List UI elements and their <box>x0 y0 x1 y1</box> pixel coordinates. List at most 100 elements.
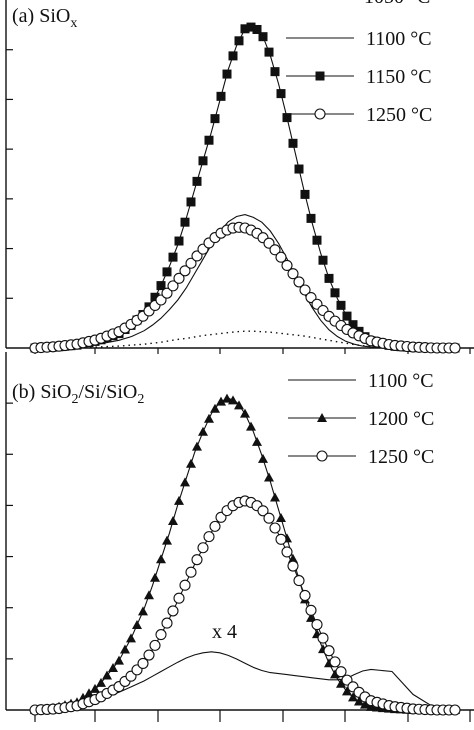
data-point <box>155 294 167 306</box>
panel-a: (a) SiOx 1050 °C 1100 °C 1150 °C 1250 °C <box>5 0 474 354</box>
data-point <box>246 421 256 431</box>
data-point <box>276 89 286 99</box>
panel-a-label: (a) SiOx <box>12 5 77 31</box>
data-point <box>132 619 142 629</box>
data-point <box>167 605 179 617</box>
data-point <box>114 655 124 665</box>
data-point <box>228 395 238 405</box>
data-point <box>162 535 172 545</box>
legend-label-1250: 1250 °C <box>368 446 434 468</box>
data-point <box>360 699 370 709</box>
data-point <box>329 656 341 668</box>
annotation-x4: x 4 <box>212 621 237 643</box>
data-point <box>191 554 203 566</box>
data-point <box>156 554 166 564</box>
data-point <box>305 604 317 616</box>
data-point <box>276 512 286 522</box>
data-point <box>449 342 461 354</box>
data-point <box>216 396 226 406</box>
data-point <box>252 436 262 446</box>
data-point <box>288 138 298 148</box>
data-point <box>240 24 250 34</box>
legend-marker <box>315 71 325 81</box>
data-point <box>234 36 244 46</box>
data-point <box>179 579 191 591</box>
legend-marker <box>317 413 327 422</box>
data-point <box>192 441 202 451</box>
series-line-1250 <box>34 500 455 711</box>
data-point <box>299 589 311 602</box>
panel-b-label-part: (b) SiO <box>12 381 71 403</box>
data-point <box>335 666 347 678</box>
data-point <box>336 300 346 310</box>
data-point <box>191 250 203 262</box>
data-point <box>336 678 346 688</box>
data-point <box>324 273 334 283</box>
legend-label-1050: 1050 °C <box>364 0 430 8</box>
data-point <box>161 617 173 629</box>
data-point <box>222 69 232 79</box>
data-point <box>228 51 238 61</box>
data-point <box>287 268 299 280</box>
data-point <box>293 276 305 288</box>
data-point <box>198 426 208 436</box>
data-point <box>323 645 335 657</box>
data-point <box>240 408 250 418</box>
data-point <box>168 252 178 262</box>
data-point <box>222 393 232 403</box>
data-point <box>209 520 221 532</box>
data-point <box>204 135 214 145</box>
data-point <box>252 24 262 34</box>
data-point <box>167 280 179 292</box>
data-point <box>293 575 305 587</box>
data-point <box>179 265 191 277</box>
data-point <box>299 284 311 296</box>
data-point <box>246 22 256 32</box>
data-point <box>186 197 196 207</box>
panel-b-label-part: /Si/SiO <box>78 381 137 403</box>
data-point <box>173 272 185 284</box>
data-point <box>306 612 316 622</box>
data-point <box>102 670 112 680</box>
data-point <box>210 114 220 124</box>
legend-marker <box>316 450 328 462</box>
data-point <box>258 32 268 42</box>
data-point <box>144 590 154 600</box>
data-point <box>258 453 268 463</box>
data-point <box>300 189 310 199</box>
data-point <box>138 606 148 616</box>
data-point <box>186 458 196 468</box>
data-point <box>317 632 329 644</box>
data-point <box>449 704 461 716</box>
data-point <box>312 235 322 245</box>
data-point <box>330 669 340 679</box>
data-point <box>108 663 118 673</box>
data-point <box>150 572 160 582</box>
data-point <box>318 255 328 265</box>
data-point <box>126 633 136 643</box>
data-point <box>281 259 293 271</box>
data-point <box>185 566 197 578</box>
data-point <box>270 492 280 502</box>
data-point <box>120 644 130 654</box>
legend-label-1100: 1100 °C <box>366 28 432 50</box>
panel-b-label-part: 2 <box>137 392 144 407</box>
data-point <box>294 164 304 174</box>
data-point <box>161 287 173 299</box>
data-point <box>143 649 155 661</box>
data-point <box>180 217 190 227</box>
data-point <box>366 701 376 711</box>
data-point <box>281 546 293 558</box>
series-line-1250 <box>34 226 455 349</box>
data-point <box>162 267 172 277</box>
data-point <box>174 495 184 505</box>
series-line-1050 <box>35 330 455 349</box>
series-line-1100 <box>34 651 456 711</box>
data-point <box>275 251 287 263</box>
data-point <box>90 683 100 693</box>
series-line-1100 <box>34 214 455 349</box>
data-point <box>264 472 274 482</box>
data-point <box>216 91 226 101</box>
